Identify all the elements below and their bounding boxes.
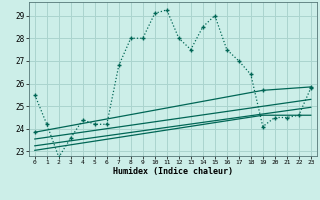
X-axis label: Humidex (Indice chaleur): Humidex (Indice chaleur) xyxy=(113,167,233,176)
